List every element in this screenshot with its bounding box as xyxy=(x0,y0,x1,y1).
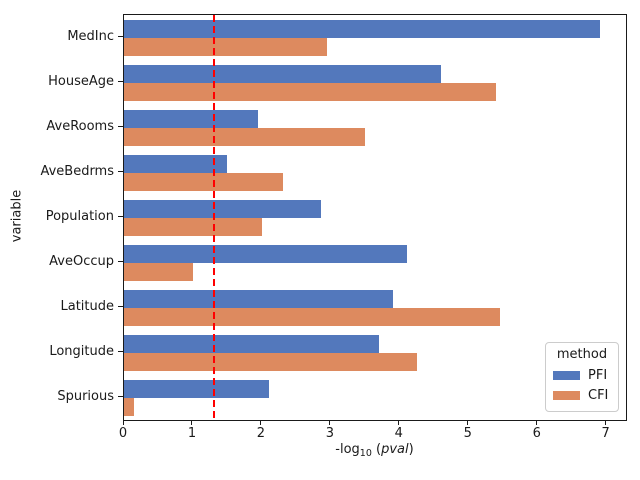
bar-medinc-pfi xyxy=(124,19,600,38)
legend: method PFI CFI xyxy=(545,342,619,412)
bar-spurious-cfi xyxy=(124,397,135,416)
bar-averooms-cfi xyxy=(124,127,366,146)
y-tick-mark xyxy=(118,126,123,127)
y-tick-mark xyxy=(118,36,123,37)
bar-houseage-cfi xyxy=(124,82,497,101)
x-axis-label-variable: pval xyxy=(381,442,409,457)
y-tick-mark xyxy=(118,396,123,397)
legend-entries: PFI CFI xyxy=(553,365,611,405)
x-tick-label-6: 6 xyxy=(532,426,541,441)
y-tick-mark xyxy=(118,306,123,307)
y-tick-label-longitude: Longitude xyxy=(49,343,114,359)
y-tick-mark xyxy=(118,216,123,217)
x-tick-mark xyxy=(122,420,124,425)
y-tick-label-spurious: Spurious xyxy=(57,388,114,404)
y-tick-label-population: Population xyxy=(45,208,114,224)
x-tick-label-7: 7 xyxy=(601,426,610,441)
x-tick-mark xyxy=(260,420,262,425)
x-tick-label-0: 0 xyxy=(118,426,128,441)
x-axis-label-paren-open: ( xyxy=(371,442,382,457)
bar-aveoccup-cfi xyxy=(124,262,193,281)
legend-label-pfi: PFI xyxy=(588,367,608,383)
bar-population-cfi xyxy=(124,217,262,236)
significance-threshold-line xyxy=(212,15,215,420)
x-tick-label-4: 4 xyxy=(394,426,403,441)
bar-latitude-cfi xyxy=(124,307,500,326)
legend-swatch-pfi xyxy=(553,370,580,380)
y-tick-mark xyxy=(118,351,123,352)
x-tick-label-3: 3 xyxy=(325,426,334,441)
y-tick-label-averooms: AveRooms xyxy=(46,118,114,134)
x-tick-mark xyxy=(605,420,607,425)
x-tick-mark xyxy=(329,420,331,425)
x-tick-label-1: 1 xyxy=(187,426,197,441)
bar-avebedrms-pfi xyxy=(124,154,228,173)
x-axis-label-subscript: 10 xyxy=(359,448,372,459)
bar-avebedrms-cfi xyxy=(124,172,283,191)
y-tick-label-latitude: Latitude xyxy=(60,298,114,314)
bar-aveoccup-pfi xyxy=(124,244,407,263)
bar-longitude-cfi xyxy=(124,352,418,371)
bar-spurious-pfi xyxy=(124,379,269,398)
plot-area: method PFI CFI xyxy=(123,14,627,421)
legend-label-cfi: CFI xyxy=(588,387,609,403)
y-tick-label-medinc: MedInc xyxy=(67,28,114,44)
bar-averooms-pfi xyxy=(124,109,259,128)
legend-title: method xyxy=(556,347,608,362)
legend-entry-pfi: PFI xyxy=(553,365,611,385)
x-tick-mark xyxy=(467,420,469,425)
x-axis-label-prefix: -log xyxy=(335,442,360,457)
x-tick-label-2: 2 xyxy=(256,426,266,441)
legend-swatch-cfi xyxy=(553,390,580,400)
bar-population-pfi xyxy=(124,199,321,218)
bar-houseage-pfi xyxy=(124,64,442,83)
y-tick-mark xyxy=(118,171,123,172)
x-tick-mark xyxy=(536,420,538,425)
bar-medinc-cfi xyxy=(124,37,328,56)
x-tick-mark xyxy=(398,420,400,425)
x-tick-mark xyxy=(191,420,193,425)
y-tick-label-houseage: HouseAge xyxy=(48,73,114,89)
x-axis-label: -log10 (pval) xyxy=(123,442,626,459)
y-tick-mark xyxy=(118,261,123,262)
x-axis-label-paren-close: ) xyxy=(408,442,414,457)
bar-longitude-pfi xyxy=(124,334,380,353)
bar-latitude-pfi xyxy=(124,289,393,308)
x-tick-label-5: 5 xyxy=(463,426,472,441)
y-tick-mark xyxy=(118,81,123,82)
y-tick-label-aveoccup: AveOccup xyxy=(49,253,114,269)
legend-entry-cfi: CFI xyxy=(553,385,611,405)
y-tick-label-avebedrms: AveBedrms xyxy=(40,163,114,179)
